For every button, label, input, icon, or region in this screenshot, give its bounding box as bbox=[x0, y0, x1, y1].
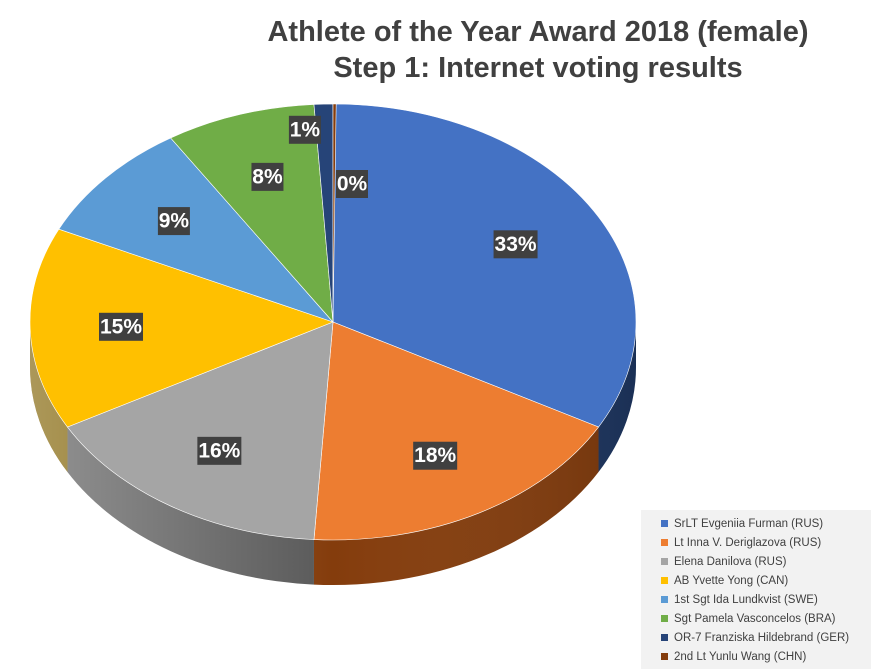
legend-label: AB Yvette Yong (CAN) bbox=[674, 574, 789, 587]
data-label-1st-sgt-ida-lundkvist-swe: 9% bbox=[157, 207, 190, 236]
pie-slice-lt-inna-v-deriglazova-rus[interactable] bbox=[313, 321, 600, 541]
legend-item-srlt-evgeniia-furman-rus[interactable]: SrLT Evgeniia Furman (RUS) bbox=[661, 514, 871, 533]
data-label-2nd-lt-yunlu-wang-chn: 0% bbox=[336, 170, 368, 198]
legend-item-or-7-franziska-hildebrand-ger[interactable]: OR-7 Franziska Hildebrand (GER) bbox=[661, 628, 871, 647]
legend-swatch bbox=[661, 615, 668, 622]
data-label-elena-danilova-rus: 16% bbox=[197, 436, 242, 465]
legend-label: 1st Sgt Ida Lundkvist (SWE) bbox=[674, 593, 818, 606]
data-label-text: 33% bbox=[495, 233, 537, 256]
data-label-text: 18% bbox=[414, 444, 456, 467]
pie-slice-sgt-pamela-vasconcelos-bra[interactable] bbox=[170, 104, 334, 323]
data-label-text: 15% bbox=[100, 315, 142, 338]
data-label-text: 16% bbox=[198, 439, 240, 462]
legend-label: 2nd Lt Yunlu Wang (CHN) bbox=[674, 650, 807, 663]
pie-slice-2nd-lt-yunlu-wang-chn[interactable] bbox=[332, 103, 337, 323]
legend-item-1st-sgt-ida-lundkvist-swe[interactable]: 1st Sgt Ida Lundkvist (SWE) bbox=[661, 590, 871, 609]
data-label-box bbox=[336, 170, 368, 198]
legend-swatch bbox=[661, 577, 668, 584]
chart-title-block: Athlete of the Year Award 2018 (female) … bbox=[200, 14, 871, 86]
legend-swatch bbox=[661, 634, 668, 641]
legend-item-lt-inna-v-deriglazova-rus[interactable]: Lt Inna V. Deriglazova (RUS) bbox=[661, 533, 871, 552]
data-label-or-7-franziska-hildebrand-ger: 1% bbox=[288, 115, 321, 144]
data-label-text: 9% bbox=[159, 210, 190, 233]
data-label-text: 1% bbox=[290, 118, 321, 141]
data-label-box bbox=[413, 441, 458, 470]
chart-subtitle: Step 1: Internet voting results bbox=[333, 52, 743, 84]
legend-swatch bbox=[661, 558, 668, 565]
data-label-box bbox=[157, 207, 190, 236]
legend-swatch bbox=[661, 596, 668, 603]
legend-label: Sgt Pamela Vasconcelos (BRA) bbox=[674, 612, 836, 625]
chart-legend: SrLT Evgeniia Furman (RUS) Lt Inna V. Der… bbox=[641, 510, 871, 669]
legend-label: SrLT Evgeniia Furman (RUS) bbox=[674, 517, 824, 530]
data-label-text: 8% bbox=[252, 165, 283, 188]
legend-swatch bbox=[661, 539, 668, 546]
data-label-box bbox=[251, 162, 284, 191]
pie-slice-1st-sgt-ida-lundkvist-swe[interactable] bbox=[58, 137, 334, 323]
legend-item-elena-danilova-rus[interactable]: Elena Danilova (RUS) bbox=[661, 552, 871, 571]
legend-item-ab-yvette-yong-can[interactable]: AB Yvette Yong (CAN) bbox=[661, 571, 871, 590]
legend-swatch bbox=[661, 653, 668, 660]
pie-slice-srlt-evgeniia-furman-rus[interactable] bbox=[332, 103, 637, 428]
pie-slice-ab-yvette-yong-can[interactable] bbox=[29, 228, 334, 428]
chart-title: Athlete of the Year Award 2018 (female) bbox=[267, 16, 809, 48]
legend-swatch bbox=[661, 520, 668, 527]
pie-slice-elena-danilova-rus[interactable] bbox=[66, 321, 334, 540]
data-label-sgt-pamela-vasconcelos-bra: 8% bbox=[251, 162, 284, 191]
legend-label: Elena Danilova (RUS) bbox=[674, 555, 787, 568]
data-label-lt-inna-v-deriglazova-rus: 18% bbox=[413, 441, 458, 470]
data-label-srlt-evgeniia-furman-rus: 33% bbox=[493, 230, 538, 259]
legend-label: Lt Inna V. Deriglazova (RUS) bbox=[674, 536, 822, 549]
data-label-box bbox=[493, 230, 538, 259]
data-label-box bbox=[288, 115, 321, 144]
pie-side-walls bbox=[30, 322, 636, 585]
pie-data-labels: 33% 18% 16% 15% 9% 8% 1% 0% bbox=[99, 115, 538, 470]
legend-item-sgt-pamela-vasconcelos-bra[interactable]: Sgt Pamela Vasconcelos (BRA) bbox=[661, 609, 871, 628]
data-label-box bbox=[99, 312, 144, 341]
legend-item-2nd-lt-yunlu-wang-chn[interactable]: 2nd Lt Yunlu Wang (CHN) bbox=[661, 647, 871, 666]
pie-side-sheen bbox=[30, 322, 636, 585]
legend-label: OR-7 Franziska Hildebrand (GER) bbox=[674, 631, 850, 644]
data-label-ab-yvette-yong-can: 15% bbox=[99, 312, 144, 341]
pie-slices bbox=[29, 103, 637, 541]
data-label-box bbox=[197, 436, 242, 465]
data-label-text: 0% bbox=[337, 173, 368, 196]
